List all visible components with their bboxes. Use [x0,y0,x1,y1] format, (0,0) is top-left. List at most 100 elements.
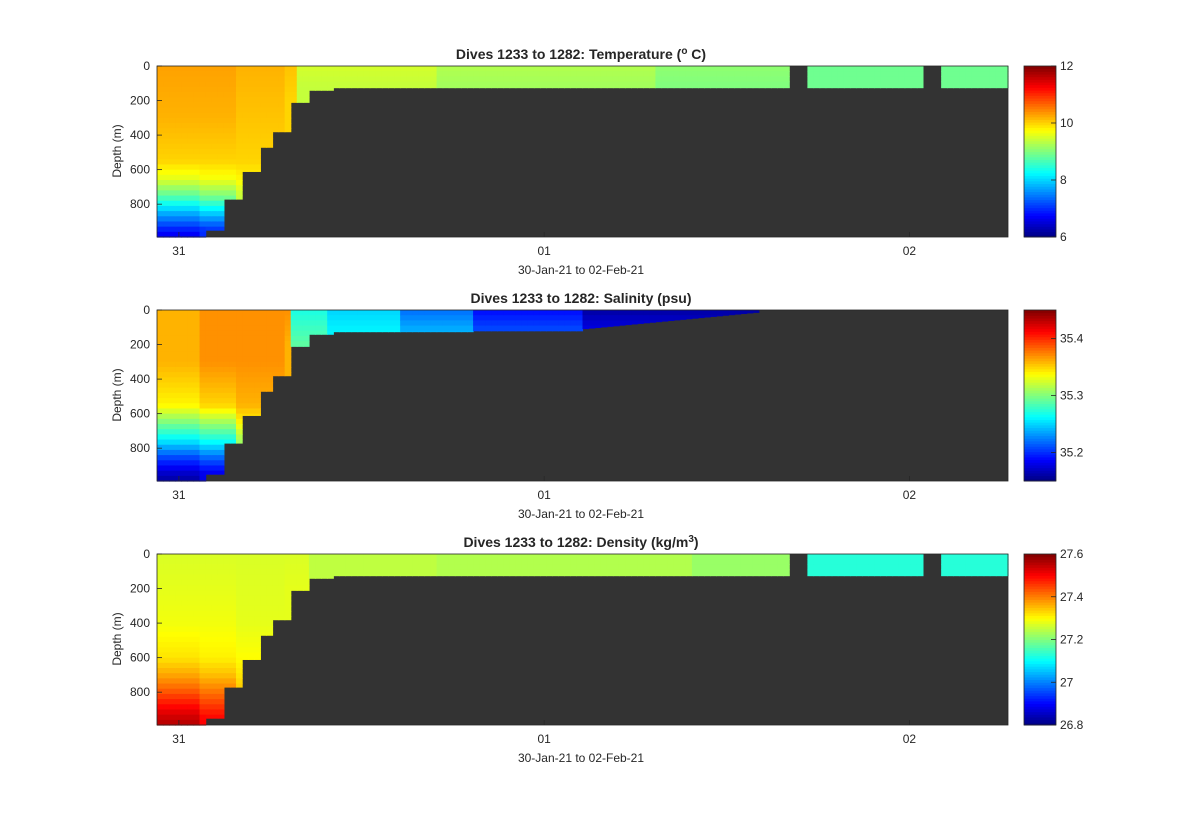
heatmap-cell [600,554,608,560]
heatmap-cell [205,574,213,581]
heatmap-cell [254,605,261,612]
heatmap-cell [564,71,571,77]
heatmap-cell [211,704,219,711]
heatmap-cell [211,123,219,129]
heatmap-cell [193,315,201,321]
heatmap-cell [193,626,201,633]
heatmap-cell [236,387,243,394]
heatmap-cell [266,564,274,571]
heatmap-cell [667,66,675,72]
heatmap-cell [272,351,280,358]
heatmap-cell [764,554,772,560]
heatmap-cell [181,590,188,597]
heatmap-cell [655,76,663,83]
heatmap-cell [558,71,565,77]
heatmap-cell [363,81,371,88]
heatmap-cell [266,81,274,88]
heatmap-cell [631,320,638,325]
heatmap-cell [424,310,432,316]
heatmap-cell [236,683,243,688]
colorbar-band [1024,108,1056,112]
heatmap-cell [752,564,760,571]
heatmap-cell [983,81,991,88]
heatmap-cell [163,164,170,171]
heatmap-cell [163,465,170,472]
heatmap-cell [181,621,188,628]
heatmap-cell [199,128,207,134]
heatmap-cell [552,325,559,332]
heatmap-cell [953,81,960,88]
heatmap-cell [284,81,292,88]
heatmap-cell [157,688,164,695]
heatmap-cell [223,564,231,571]
heatmap-cell [691,76,699,83]
heatmap-cell [430,86,438,89]
heatmap-cell [169,117,176,124]
heatmap-cell [278,310,286,316]
heatmap-cell [236,315,243,321]
heatmap-cell [552,81,559,88]
heatmap-cell [503,66,511,72]
heatmap-cell [236,554,243,560]
heatmap-cell [229,585,237,591]
heatmap-cell [181,418,188,425]
heatmap-cell [211,579,219,586]
heatmap-cell [272,356,280,363]
heatmap-cell [995,559,1003,565]
heatmap-cell [710,559,717,565]
heatmap-cell [217,403,225,410]
colorbar-band [1024,575,1056,579]
heatmap-cell [236,367,243,373]
heatmap-cell [661,559,669,565]
heatmap-cell [248,102,255,109]
heatmap-cell [904,564,912,571]
colorbar-band [1024,188,1056,193]
heatmap-cell [637,310,644,316]
colorbar-band [1024,210,1056,214]
heatmap-cell [467,320,474,327]
heatmap-cell [157,569,164,576]
heatmap-cell [691,310,699,316]
heatmap-cell [552,315,559,321]
heatmap-cell [424,574,432,577]
heatmap-cell [223,169,231,176]
heatmap-cell [217,636,225,643]
heatmap-cell [187,668,195,674]
heatmap-cell [503,81,511,88]
heatmap-cell [157,330,164,337]
heatmap-cell [193,185,201,191]
heatmap-cell [223,66,231,72]
heatmap-cell [229,346,237,353]
heatmap-cell [217,455,225,461]
heatmap-cell [236,631,243,638]
heatmap-cell [284,102,292,109]
heatmap-cell [254,86,261,93]
heatmap-cell [266,626,274,633]
colorbar-band [1024,226,1056,230]
heatmap-cell [418,574,426,577]
heatmap-cell [199,657,207,664]
heatmap-cell [236,351,243,358]
heatmap-cell [381,330,389,333]
heatmap-cell [673,310,681,316]
heatmap-cell [205,180,213,186]
heatmap-cell [163,429,170,435]
colorbar-band [1024,119,1056,123]
heatmap-cell [254,413,261,416]
heatmap-cell [223,418,231,425]
heatmap-cell [266,117,274,124]
heatmap-cell [205,429,213,435]
heatmap-cell [904,86,912,89]
colorbar-tick-label: 6 [1060,230,1067,244]
heatmap-cell [704,315,711,318]
heatmap-cell [381,559,389,565]
heatmap-cell [175,81,182,88]
heatmap-cell [223,112,231,119]
heatmap-cell [242,123,249,129]
heatmap-cell [266,616,274,622]
heatmap-cell [886,559,894,565]
heatmap-cell [752,81,760,88]
heatmap-cell [193,460,201,467]
heatmap-cell [412,76,419,83]
heatmap-cell [187,356,195,363]
